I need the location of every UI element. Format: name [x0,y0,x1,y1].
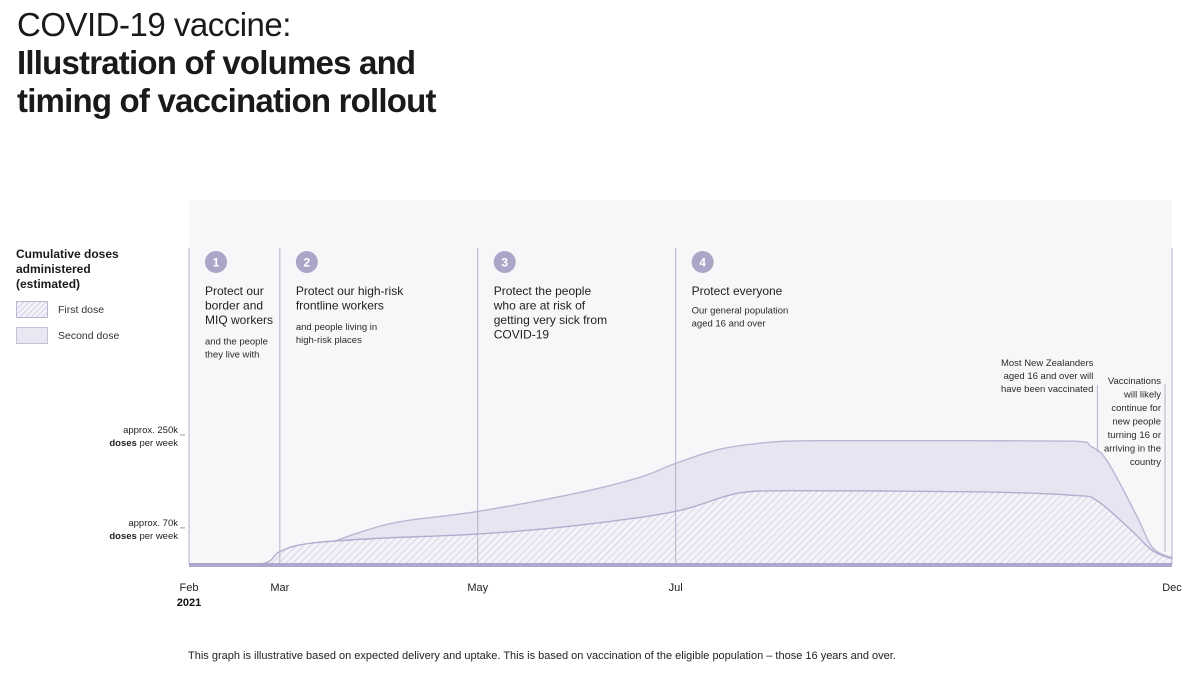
first-dose-swatch [16,301,48,318]
annotation-line: turning 16 or [1108,430,1161,441]
legend: Cumulative doses administered (estimated… [16,247,166,344]
legend-title: Cumulative doses administered (estimated… [16,247,166,292]
legend-item-first-dose: First dose [16,301,166,318]
annotation-line: have been vaccinated [1001,384,1093,395]
phase-heading-line: COVID-19 [494,328,550,342]
x-tick-year: 2021 [177,597,201,609]
phase-heading-line: border and [205,299,263,313]
phase-detail-line: and the people [205,337,268,348]
x-tick-label: Feb [180,582,199,594]
phase-heading-line: Protect everyone [692,284,783,298]
annotation-line: Most New Zealanders [1001,358,1094,369]
annotation-line: arriving in the [1104,444,1161,455]
phase-heading-line: MIQ workers [205,313,273,327]
legend-label-first-dose: First dose [58,303,105,316]
annotation-line: will likely [1123,390,1161,401]
phase-heading-line: frontline workers [296,299,384,313]
footnote: This graph is illustrative based on expe… [188,650,896,662]
y-tick-sublabel: doses per week [109,438,178,449]
x-tick-label: Dec [1162,582,1182,594]
title-block: COVID-19 vaccine: Illustration of volume… [17,6,436,120]
phase-number: 2 [303,256,310,270]
annotation-line: Vaccinations [1108,376,1161,387]
y-tick-per-week: per week [137,438,178,449]
legend-item-second-dose: Second dose [16,327,166,344]
y-tick-doses: doses [109,531,136,542]
phase-heading-line: Protect the people [494,284,592,298]
annotation-line: continue for [1111,403,1161,414]
phase-heading-line: Protect our [205,284,264,298]
phase-badge [691,251,714,273]
y-tick-label: approx. 70k [128,518,178,529]
phase-detail-line: high-risk places [296,335,362,346]
phase-number: 1 [213,256,220,270]
x-tick-label: May [467,582,488,594]
annotation-line: country [1130,457,1161,468]
chart-subtitle-line-2: timing of vaccination rollout [17,82,436,119]
phase-detail-line: aged 16 and over [692,319,766,330]
phase-detail-line: they live with [205,350,259,361]
legend-title-line: (estimated) [16,277,81,291]
phase-detail-line: and people living in [296,322,377,333]
legend-label-second-dose: Second dose [58,329,120,342]
second-dose-swatch [16,327,48,344]
x-tick-label: Mar [270,582,289,594]
legend-title-line: administered [16,262,91,276]
chart-title: COVID-19 vaccine: [17,6,291,43]
y-tick-doses: doses [109,438,136,449]
annotation-line: new people [1112,417,1161,428]
phase-number: 3 [501,256,508,270]
first-dose-area [189,490,1172,564]
phase-badge [295,251,318,273]
phase-number: 4 [699,256,706,270]
annotation-line: aged 16 and over will [1004,371,1094,382]
x-axis-baseline [189,563,1172,567]
phase-badge [493,251,516,273]
phase-heading-line: who are at risk of [493,299,586,313]
phase-heading-line: Protect our high-risk [296,284,404,298]
y-tick-label: approx. 250k [123,425,178,436]
y-tick-sublabel: doses per week [109,531,178,542]
legend-title-line: Cumulative doses [16,247,119,261]
phase-heading-line: getting very sick from [494,313,607,327]
chart-subtitle-line-1: Illustration of volumes and [17,44,416,81]
x-tick-label: Jul [669,582,683,594]
first-dose-line [188,489,1173,565]
y-tick-per-week: per week [137,531,178,542]
phase-detail-line: Our general population [692,306,789,317]
phase-badge [205,251,227,273]
